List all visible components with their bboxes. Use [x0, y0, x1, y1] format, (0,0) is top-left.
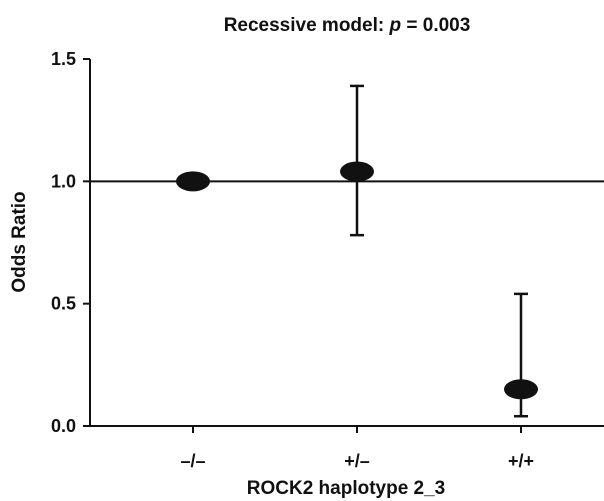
y-tick-label: 0.5: [51, 294, 76, 314]
y-tick-label: 1.5: [51, 49, 76, 69]
x-tick-label: +/+: [508, 451, 534, 471]
chart-title-prefix: Recessive model:: [224, 15, 390, 36]
data-point: [340, 161, 374, 182]
chart-title: Recessive model: p = 0.003: [224, 15, 471, 36]
chart-title-p: p: [389, 15, 402, 36]
chart-title-suffix: = 0.003: [401, 15, 470, 36]
x-tick-label: +/–: [344, 451, 370, 471]
y-axis-label: Odds Ratio: [9, 191, 30, 292]
y-tick-label: 0.0: [51, 416, 76, 436]
data-point: [504, 379, 538, 400]
x-tick-label: –/–: [180, 451, 205, 471]
x-axis-label: ROCK2 haplotype 2_3: [247, 478, 446, 499]
y-tick-label: 1.0: [51, 171, 76, 191]
data-point: [176, 171, 210, 192]
